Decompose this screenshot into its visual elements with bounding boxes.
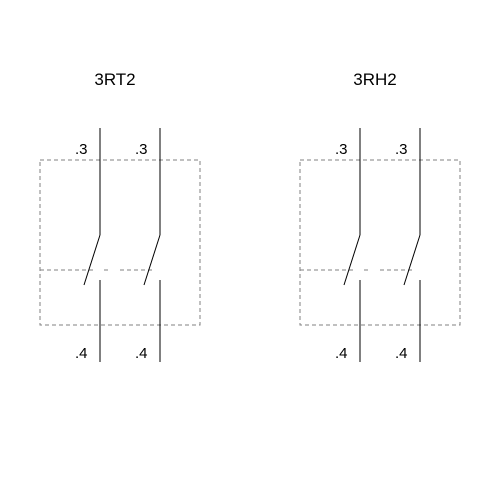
contact-arm [344, 235, 360, 285]
contactor-title: 3RH2 [353, 70, 396, 89]
schematic-canvas: 3RT2 .3 .4 .3 .4 3RH2 .3 .4 .3 .4 [0, 0, 500, 500]
terminal-label-top: .3 [75, 141, 88, 158]
contact-arm [144, 235, 160, 285]
contact-arm [404, 235, 420, 285]
contactor-title: 3RT2 [94, 70, 135, 89]
terminal-label-top: .3 [135, 141, 148, 158]
terminal-label-top: .3 [395, 141, 408, 158]
terminal-label-top: .3 [335, 141, 348, 158]
terminal-label-bottom: .4 [335, 345, 348, 362]
contact-arm [84, 235, 100, 285]
terminal-label-bottom: .4 [395, 345, 408, 362]
terminal-label-bottom: .4 [135, 345, 148, 362]
enclosure-box [300, 160, 460, 325]
terminal-label-bottom: .4 [75, 345, 88, 362]
enclosure-box [40, 160, 200, 325]
